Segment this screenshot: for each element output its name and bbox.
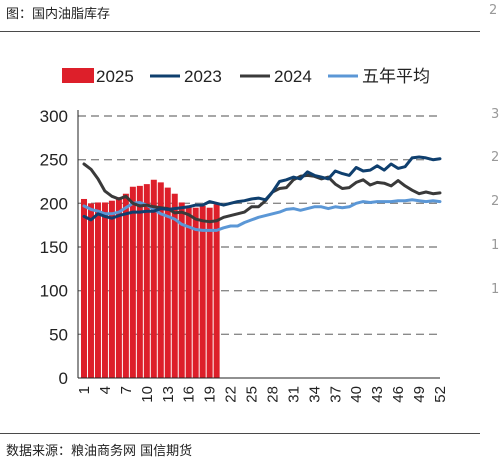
x-tick-label: 31 bbox=[285, 386, 302, 403]
bar-2025 bbox=[171, 193, 178, 378]
bar-2025 bbox=[87, 203, 94, 378]
bottom-divider bbox=[0, 433, 480, 434]
bar-2025 bbox=[94, 202, 101, 378]
cropped-right-edge-glyph: 1 bbox=[491, 282, 500, 297]
x-tick-label: 1 bbox=[76, 386, 93, 394]
source-note: 数据来源：粮油商务网 国信期货 bbox=[6, 444, 193, 459]
bar-2025 bbox=[206, 207, 213, 378]
cropped-right-edge-glyph: 3 bbox=[491, 107, 500, 122]
legend-swatch-2025 bbox=[62, 68, 94, 83]
bar-2025 bbox=[150, 179, 157, 378]
axes: 0 50 100 150 200 250 300 1 4 7 10 13 16 19 22 25 28 31 34 3… bbox=[40, 107, 449, 403]
grid-lines bbox=[78, 115, 440, 336]
y-tick-label: 50 bbox=[49, 325, 68, 344]
cropped-right-edge-glyph: 2 bbox=[491, 194, 500, 209]
bar-2025 bbox=[157, 182, 164, 378]
legend: 2025 2023 2024 五年平均 bbox=[62, 67, 430, 86]
x-tick-label: 22 bbox=[223, 386, 240, 403]
series-line-five-year-avg bbox=[82, 198, 442, 232]
y-tick-label: 200 bbox=[40, 194, 68, 213]
x-tick-label: 13 bbox=[160, 386, 177, 403]
series-line-2024 bbox=[82, 162, 442, 224]
top-divider bbox=[0, 31, 480, 32]
chart-title: 图：国内油脂库存 bbox=[6, 7, 111, 22]
cropped-right-edge-glyph: 1 bbox=[491, 238, 500, 253]
y-tick-label: 0 bbox=[59, 369, 68, 388]
x-tick-label: 37 bbox=[327, 386, 344, 403]
bar-2025 bbox=[101, 202, 108, 378]
y-tick-label: 150 bbox=[40, 238, 68, 257]
bar-2025 bbox=[115, 197, 122, 378]
x-tick-label: 4 bbox=[97, 386, 114, 394]
x-tick-label: 7 bbox=[118, 386, 135, 394]
bar-2025 bbox=[178, 202, 185, 378]
y-tick-label: 250 bbox=[40, 151, 68, 170]
x-tick-label: 52 bbox=[432, 386, 449, 403]
x-tick-label: 10 bbox=[139, 386, 156, 403]
x-tick-label: 34 bbox=[306, 386, 323, 403]
x-tick-label: 40 bbox=[348, 386, 365, 403]
bar-2025 bbox=[185, 205, 192, 378]
x-tick-label: 25 bbox=[244, 386, 261, 403]
bar-2025 bbox=[122, 193, 129, 378]
bar-2025 bbox=[129, 186, 136, 378]
bar-2025 bbox=[136, 185, 143, 378]
y-tick-label: 300 bbox=[40, 107, 68, 126]
legend-label: 五年平均 bbox=[362, 67, 430, 86]
legend-label: 2023 bbox=[184, 67, 222, 86]
bar-2025 bbox=[199, 205, 206, 378]
bar-2025 bbox=[164, 187, 171, 378]
bars-2025 bbox=[81, 179, 220, 378]
bar-2025 bbox=[108, 200, 115, 378]
bar-2025 bbox=[213, 204, 220, 378]
cropped-right-edge-glyph: 2 bbox=[489, 3, 498, 18]
bar-2025 bbox=[81, 198, 87, 378]
bar-2025 bbox=[143, 184, 150, 378]
x-tick-label: 49 bbox=[411, 386, 428, 403]
legend-label: 2025 bbox=[96, 67, 134, 86]
x-tick-label: 43 bbox=[369, 386, 386, 403]
cropped-right-edge-glyph: 2 bbox=[491, 150, 500, 165]
x-tick-label: 28 bbox=[264, 386, 281, 403]
legend-label: 2024 bbox=[274, 67, 312, 86]
y-tick-label: 100 bbox=[40, 282, 68, 301]
x-tick-label: 19 bbox=[202, 386, 219, 403]
bar-2025 bbox=[192, 207, 199, 378]
x-tick-label: 16 bbox=[181, 386, 198, 403]
series-lines bbox=[82, 155, 442, 232]
series-line-2023 bbox=[82, 155, 442, 222]
x-tick-label: 46 bbox=[390, 386, 407, 403]
